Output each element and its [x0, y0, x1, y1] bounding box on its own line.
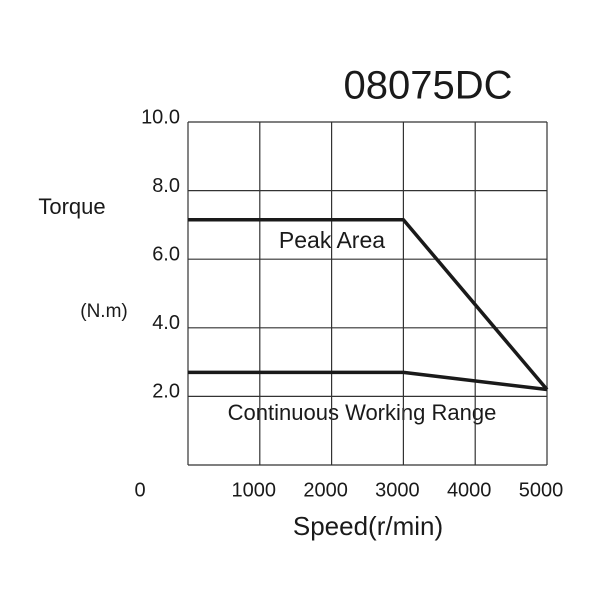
x-tick-label: 2000	[303, 479, 348, 501]
y-axis-unit: (N.m)	[80, 301, 127, 322]
y-tick-label: 2.0	[152, 381, 180, 403]
y-axis-label: Torque	[38, 194, 105, 219]
series-line	[188, 370, 548, 392]
x-tick-label: 0	[134, 479, 145, 501]
x-tick-label: 1000	[232, 479, 277, 501]
y-tick-label: 6.0	[152, 243, 180, 265]
y-tick-label: 8.0	[152, 175, 180, 197]
y-tick-label: 4.0	[152, 312, 180, 334]
x-tick-label: 5000	[519, 479, 564, 501]
x-tick-label: 4000	[447, 479, 492, 501]
annotation: Continuous Working Range	[228, 400, 497, 425]
series-line	[188, 218, 549, 391]
chart-title: 08075DC	[343, 64, 512, 108]
x-tick-label: 3000	[375, 479, 420, 501]
x-axis-label: Speed(r/min)	[293, 511, 443, 541]
y-tick-label: 10.0	[141, 106, 180, 128]
